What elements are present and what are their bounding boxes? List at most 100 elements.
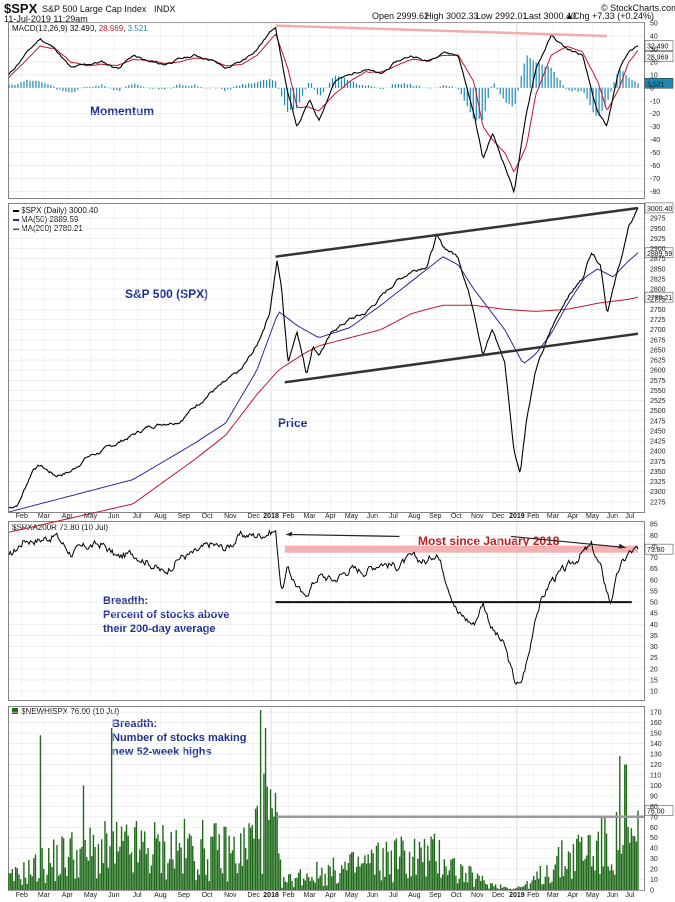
highs-xtick-label: May [586,892,600,899]
newhighs-bar [175,829,177,890]
macd-histogram-bar [586,87,588,100]
newhighs-bar [486,884,489,890]
newhighs-bar [218,834,220,890]
highs-xtick-label: May [84,892,98,899]
newhighs-bar [417,858,419,890]
newhighs-bar [165,879,167,890]
macd-histogram-bar [346,79,349,88]
newhighs-bar [74,878,76,890]
newhighs-bar [629,842,631,890]
newhighs-bar [521,886,523,890]
newhighs-bar [518,886,520,890]
newhighs-bar [274,792,277,890]
newhighs-bar [539,866,542,890]
newhighs-bar [385,841,388,890]
macd-histogram-bar [206,87,208,89]
newhighs-bar [294,878,297,890]
newhighs-bar [221,873,224,890]
newhighs-bar [542,884,545,890]
macd-histogram-bar [230,87,232,90]
newhighs-bar [450,859,452,890]
newhighs-bar [551,881,553,890]
macd-histogram-bar [239,85,241,88]
macd-hist-last-tag-box [644,78,674,89]
breadth-ytick-label: 35 [650,633,658,640]
newhighs-bar [546,865,548,890]
macd-histogram-bar [8,84,10,88]
channel-lower-line [284,332,639,384]
newhighs-bar [496,888,499,890]
newhighs-bar [87,860,90,890]
newhighs-bar [39,735,42,890]
macd-histogram-bar [62,87,64,91]
price-title: $SPX (Daily) 3000.40 [21,206,98,215]
macd-histogram-bar [304,87,307,90]
macd-signal-last-tag-box [644,51,674,62]
newhighs-bar [581,836,583,890]
macd-histogram-bar [179,84,181,88]
newhighs-bar [132,872,134,890]
newhighs-bar [516,887,518,890]
newhighs-bar [617,850,619,890]
newhighs-bar [489,883,492,890]
newhighs-bar [79,848,81,890]
newhighs-bar [585,855,588,890]
newhighs-bar [448,870,450,890]
highs-xtick-label: Feb [16,892,28,899]
highs-xtick-label: Apr [325,892,337,899]
newhighs-bar [201,820,204,890]
macd-histogram-bar [523,63,525,88]
macd-histogram-bar [550,67,552,88]
newhighs-bar [635,841,638,890]
price-xtick-label: Nov [224,513,237,520]
highs-xtick-label: 2019 [509,892,525,899]
newhighs-bar [564,866,566,890]
newhighs-bar [528,888,530,890]
breadth-highlight-band [284,545,638,553]
newhighs-bar [337,882,340,890]
newhighs-bar [422,862,424,890]
momentum-annotation: Momentum [90,104,154,118]
newhighs-bar [456,883,459,890]
macd-histogram-bar [397,84,399,88]
price-ytick-label: 2375 [650,459,666,466]
macd-histogram-bar [286,87,289,112]
newhighs-bar [301,885,303,890]
newhighs-bar [306,873,308,890]
newhighs-bar [198,874,201,890]
newhighs-bar [259,710,262,890]
newhighs-bar [443,859,446,890]
highs-ytick-label: 20 [650,867,658,874]
price-xtick-label: Jun [108,513,119,520]
newhighs-bar [387,851,389,890]
newhighs-bar [587,835,590,890]
macd-histogram-bar [367,85,370,88]
chart-header: $SPX S&P 500 Large Cap Index INDX 11-Jul… [4,1,675,24]
newhighs-bar [14,867,17,890]
newhighs-bar [266,786,268,890]
newhighs-bar [261,873,263,890]
newhighs-bar [273,816,275,890]
newhighs-bar [44,882,47,890]
newhighs-bar [137,862,139,890]
highs-xtick-label: Nov [471,892,484,899]
newhighs-bar [321,867,323,890]
newhighs-bar [46,874,48,890]
newhighs-bar [557,847,560,890]
newhighs-bar [145,854,148,890]
highs-xtick-label: Nov [224,892,237,899]
macd-histogram-bar [131,84,133,88]
newhighs-bar [51,866,53,890]
newhighs-bar [54,881,57,890]
newhighs-bar [379,870,381,890]
price-xtick-label: Apr [567,513,579,520]
highs-xtick-label: Apr [567,892,579,899]
highs-ytick-label: 140 [650,741,662,748]
newhighs-bar [460,864,462,890]
newhighs-bar [324,873,326,890]
price-ytick-label: 2400 [650,449,666,456]
macd-histogram-bar [158,87,160,90]
macd-histogram-bar [191,85,193,88]
price-xtick-label: Feb [283,513,295,520]
newhighs-bar [263,773,265,890]
